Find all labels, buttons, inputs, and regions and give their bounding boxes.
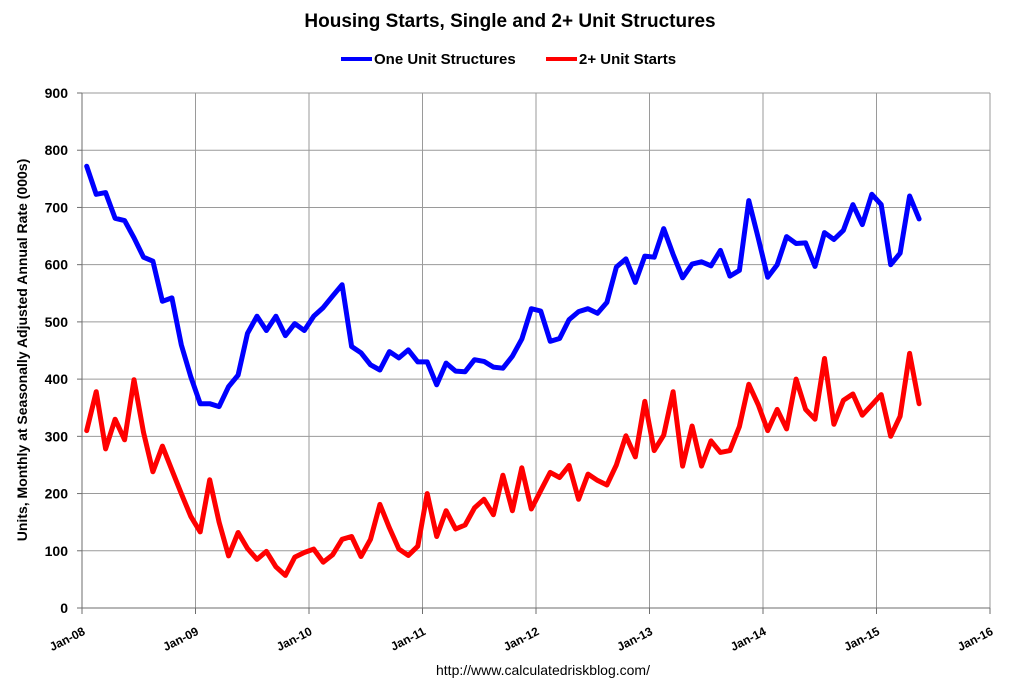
x-tick-labels: Jan-08 Jan-09 Jan-10 Jan-11 Jan-12 Jan-13 Jan-… <box>47 624 996 654</box>
x-tick-label: Jan-08 <box>47 624 88 654</box>
x-tick-label: Jan-12 <box>501 624 542 654</box>
y-tick-labels: 0 100 200 300 400 500 600 700 800 900 <box>45 85 69 616</box>
source-url[interactable]: http://www.calculatedriskblog.com/ <box>436 662 650 678</box>
series-lines <box>84 163 922 578</box>
series-line-one-unit <box>84 163 922 410</box>
legend-label-one-unit: One Unit Structures <box>374 51 516 68</box>
y-tick-label: 400 <box>45 371 69 387</box>
y-tick-label: 800 <box>45 142 69 158</box>
x-tick-label: Jan-14 <box>728 624 769 654</box>
x-tick-label: Jan-15 <box>842 624 883 654</box>
y-tick-label: 300 <box>45 428 69 444</box>
y-tick-label: 100 <box>45 543 69 559</box>
x-tick-label: Jan-09 <box>161 624 202 654</box>
y-tick-label: 900 <box>45 85 69 101</box>
legend: One Unit Structures 2+ Unit Starts <box>341 51 676 68</box>
y-tick-label: 500 <box>45 314 69 330</box>
gridlines <box>82 92 991 608</box>
series-line-two-plus-unit <box>84 350 922 578</box>
x-tick-label: Jan-10 <box>274 624 315 654</box>
axes <box>77 92 991 614</box>
x-tick-label: Jan-13 <box>615 624 656 654</box>
legend-label-two-plus-unit: 2+ Unit Starts <box>579 51 676 68</box>
y-tick-label: 700 <box>45 199 69 215</box>
y-axis-label: Units, Monthly at Seasonally Adjusted An… <box>14 159 30 541</box>
y-tick-label: 0 <box>60 600 68 616</box>
x-tick-label: Jan-11 <box>388 624 428 654</box>
y-tick-label: 600 <box>45 257 69 273</box>
y-tick-label: 200 <box>45 486 69 502</box>
chart-title: Housing Starts, Single and 2+ Unit Struc… <box>304 11 715 32</box>
x-tick-label: Jan-16 <box>955 624 996 654</box>
